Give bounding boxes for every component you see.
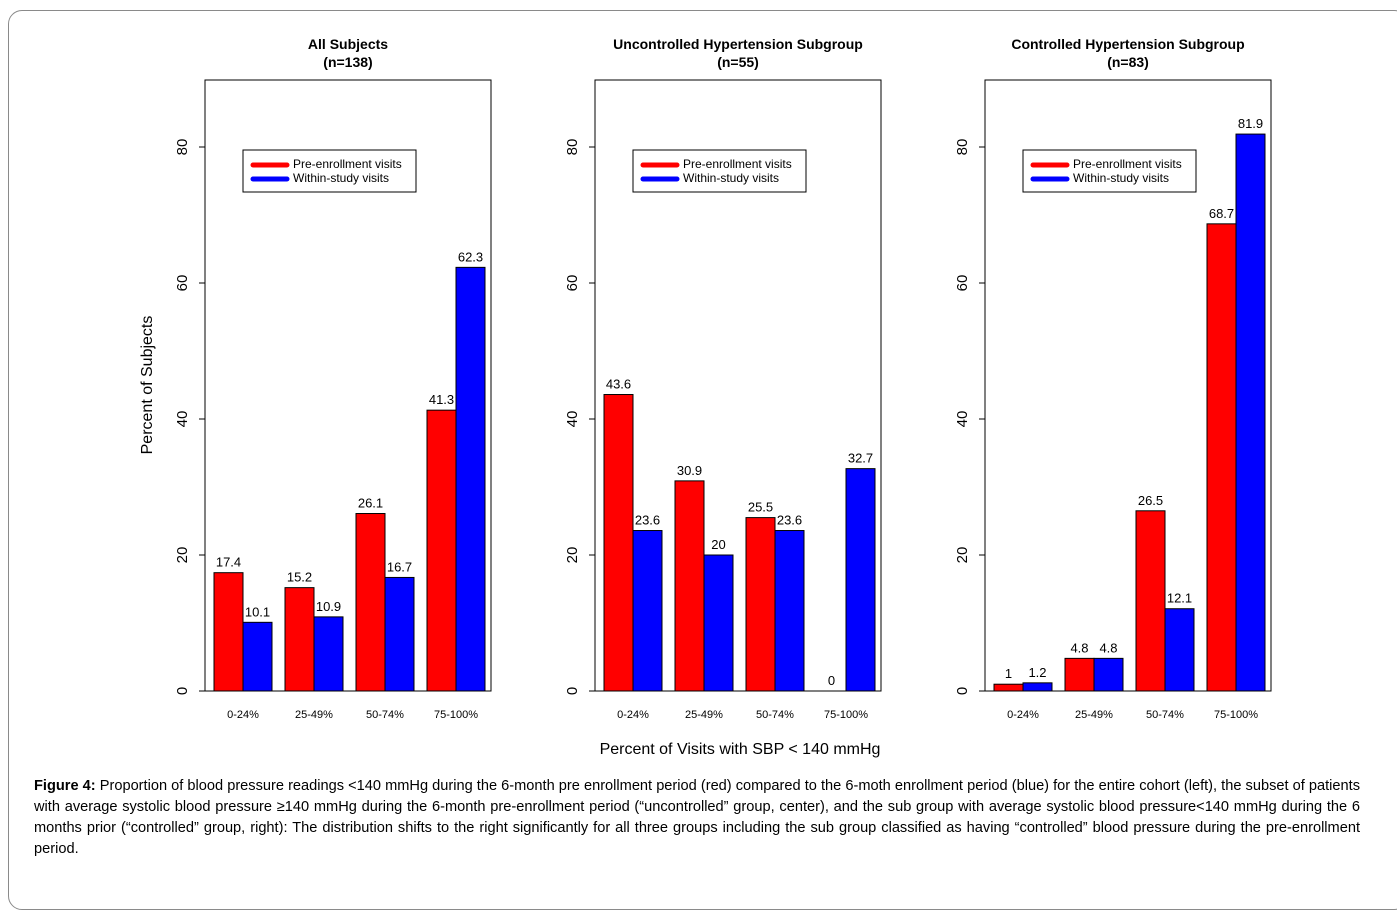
panel-2-bar-within-4 xyxy=(845,468,876,692)
panel-3-bar-pre-4 xyxy=(1206,223,1237,692)
panel-3-bar-within-1 xyxy=(1022,682,1053,692)
panel-2-value-label-within-1: 23.6 xyxy=(635,513,660,528)
panel-2-bar-within-1 xyxy=(632,530,663,692)
panel-3-category-label-2: 25-49% xyxy=(1075,709,1113,721)
panel-3-bar-within-2 xyxy=(1093,657,1124,692)
panel-1-title: All Subjects xyxy=(308,36,388,52)
panel-1-value-label-pre-2: 15.2 xyxy=(287,570,312,585)
panel-2-ytick-label-40: 40 xyxy=(564,411,581,428)
panel-3-legend xyxy=(1022,149,1197,193)
figure-caption-text: Proportion of blood pressure readings <1… xyxy=(34,778,1360,857)
panel-3-ytick-label-60: 60 xyxy=(954,275,971,292)
panel-2-value-label-within-4: 32.7 xyxy=(848,451,873,466)
panel-3-value-label-pre-3: 26.5 xyxy=(1138,493,1163,508)
panel-3-ytick-label-40: 40 xyxy=(954,411,971,428)
panel-2-legend xyxy=(632,149,807,193)
panel-2-legend-label-within: Within-study visits xyxy=(683,171,779,185)
panel-1-category-label-1: 0-24% xyxy=(227,709,259,721)
panel-2-bar-pre-1 xyxy=(603,394,634,692)
panel-3-subtitle: (n=83) xyxy=(1107,54,1149,70)
panel-1-value-label-within-4: 62.3 xyxy=(458,249,483,264)
figure-4-charts: All Subjects (n=138) 0 20 40 60 80 Percent of S… xyxy=(139,36,1272,758)
panel-2-legend-label-pre: Pre-enrollment visits xyxy=(683,157,792,171)
panel-1-ytick-label-60: 60 xyxy=(174,275,191,292)
panel-1-ytick-label-20: 20 xyxy=(174,547,191,564)
panel-2-subtitle: (n=55) xyxy=(717,54,759,70)
panel-1-bar-within-2 xyxy=(313,616,344,692)
panel-1-value-label-pre-3: 26.1 xyxy=(358,496,383,511)
panel-1-bar-within-3 xyxy=(384,576,415,692)
panel-2-bar-pre-2 xyxy=(674,480,705,692)
panel-1-ytick-label-40: 40 xyxy=(174,411,191,428)
panel-2-category-label-3: 50-74% xyxy=(756,709,794,721)
panel-2-value-label-pre-4: 0 xyxy=(828,673,835,688)
panel-2-category-label-4: 75-100% xyxy=(824,709,868,721)
panel-1-value-label-pre-4: 41.3 xyxy=(429,392,454,407)
panel-3-value-label-within-1: 1.2 xyxy=(1028,665,1046,680)
panel-2-ytick-label-20: 20 xyxy=(564,547,581,564)
panel-3-bar-pre-3 xyxy=(1135,510,1166,692)
panel-1-category-label-2: 25-49% xyxy=(295,709,333,721)
panel-1-value-label-within-3: 16.7 xyxy=(387,559,412,574)
panel-1-legend-label-pre: Pre-enrollment visits xyxy=(293,157,402,171)
panel-1-legend-label-within: Within-study visits xyxy=(293,171,389,185)
panel-3-ytick-label-0: 0 xyxy=(954,687,971,695)
panel-1-ylabel: Percent of Subjects xyxy=(139,316,156,455)
panel-1-ytick-label-0: 0 xyxy=(174,687,191,695)
panel-2-value-label-pre-2: 30.9 xyxy=(677,463,702,478)
panel-2-ytick-label-60: 60 xyxy=(564,275,581,292)
panel-1-legend xyxy=(242,149,417,193)
panel-3-legend-label-pre: Pre-enrollment visits xyxy=(1073,157,1182,171)
panel-2-value-label-pre-1: 43.6 xyxy=(606,377,631,392)
panel-3-value-label-pre-1: 1 xyxy=(1005,666,1012,681)
panel-3-value-label-pre-2: 4.8 xyxy=(1070,640,1088,655)
panel-2-title: Uncontrolled Hypertension Subgroup xyxy=(613,36,863,52)
shared-x-axis-label: Percent of Visits with SBP < 140 mmHg xyxy=(600,741,881,758)
panel-3-title: Controlled Hypertension Subgroup xyxy=(1011,36,1244,52)
panel-2-bar-within-3 xyxy=(774,530,805,692)
panel-2-value-label-within-3: 23.6 xyxy=(777,513,802,528)
panel-1-bar-pre-2 xyxy=(284,587,315,692)
panel-3-bar-pre-2 xyxy=(1064,657,1095,692)
figure-caption: Figure 4: Proportion of blood pressure r… xyxy=(34,776,1360,860)
panel-3-category-label-3: 50-74% xyxy=(1146,709,1184,721)
panel-2-ytick-label-0: 0 xyxy=(564,687,581,695)
panel-1-bar-pre-3 xyxy=(355,513,386,692)
panel-3-category-label-1: 0-24% xyxy=(1007,709,1039,721)
panel-1-value-label-within-1: 10.1 xyxy=(245,604,270,619)
panel-2-plot-frame xyxy=(594,79,882,692)
panel-1-bar-pre-1 xyxy=(213,572,244,692)
panel-2-bar-pre-3 xyxy=(745,517,776,692)
panel-3-plot-frame xyxy=(984,79,1272,692)
panel-3-ytick-label-80: 80 xyxy=(954,139,971,156)
panel-3-category-label-4: 75-100% xyxy=(1214,709,1258,721)
panel-1-category-label-3: 50-74% xyxy=(366,709,404,721)
panel-1-ytick-label-80: 80 xyxy=(174,139,191,156)
panel-3-value-label-within-4: 81.9 xyxy=(1238,116,1263,131)
panel-1-value-label-pre-1: 17.4 xyxy=(216,555,241,570)
panel-3-value-label-pre-4: 68.7 xyxy=(1209,206,1234,221)
panel-3-ytick-label-20: 20 xyxy=(954,547,971,564)
panel-3-bar-within-4 xyxy=(1235,133,1266,692)
panel-2-category-label-1: 0-24% xyxy=(617,709,649,721)
panel-3-legend-label-within: Within-study visits xyxy=(1073,171,1169,185)
panel-1-bar-within-1 xyxy=(242,621,273,692)
figure-caption-label: Figure 4: xyxy=(34,778,96,794)
panel-3-bar-pre-1 xyxy=(993,683,1024,692)
panel-1-plot-frame xyxy=(204,79,492,692)
panel-1-category-label-4: 75-100% xyxy=(434,709,478,721)
panel-2-value-label-within-2: 20 xyxy=(711,537,725,552)
panel-3-bar-within-3 xyxy=(1164,608,1195,692)
panel-1-subtitle: (n=138) xyxy=(323,54,372,70)
panel-3-value-label-within-3: 12.1 xyxy=(1167,591,1192,606)
panel-3-value-label-within-2: 4.8 xyxy=(1099,640,1117,655)
panel-1-value-label-within-2: 10.9 xyxy=(316,599,341,614)
panel-2-ytick-label-80: 80 xyxy=(564,139,581,156)
panel-2-bar-within-2 xyxy=(703,554,734,692)
panel-2-value-label-pre-3: 25.5 xyxy=(748,500,773,515)
panel-1-bar-pre-4 xyxy=(426,409,457,692)
panel-1-bar-within-4 xyxy=(455,266,486,692)
panel-2-category-label-2: 25-49% xyxy=(685,709,723,721)
